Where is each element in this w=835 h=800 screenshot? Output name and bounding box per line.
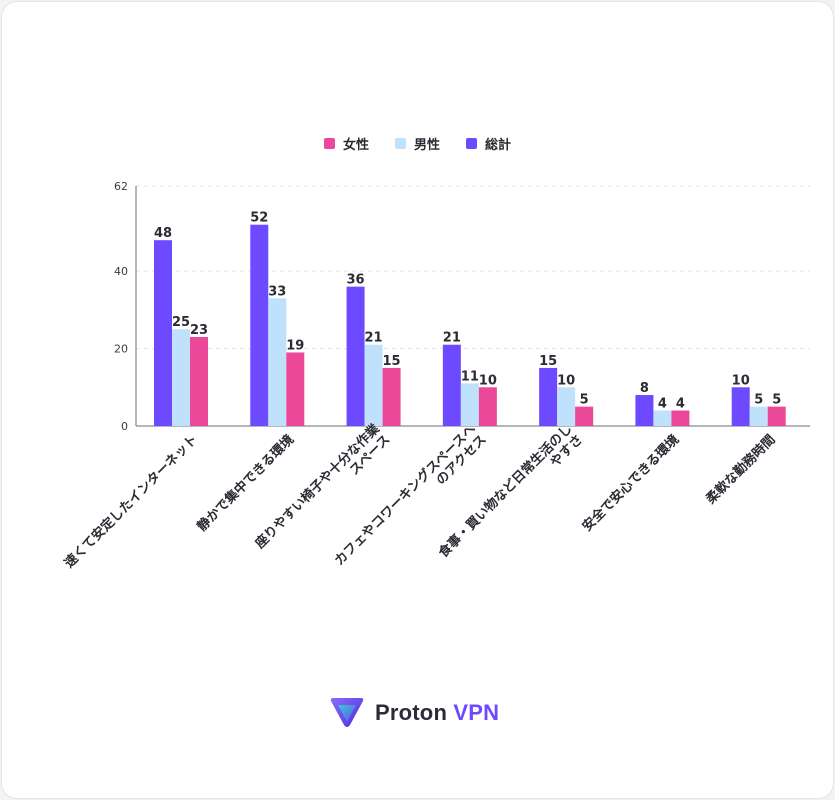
x-category-label: 速くて安定したインターネット — [61, 432, 201, 572]
brand-name: Proton VPN — [375, 700, 499, 726]
y-tick-label: 62 — [114, 180, 128, 193]
x-category-label-line: 安全で安心できる環境 — [579, 432, 682, 535]
bar-female — [575, 406, 594, 426]
y-tick-label: 20 — [114, 343, 128, 356]
bar-male — [172, 329, 190, 426]
brand-name-proton: Proton — [375, 700, 448, 725]
bar-female — [382, 367, 401, 426]
legend-item-total[interactable]: 総計 — [466, 134, 511, 153]
value-label-female: 15 — [383, 354, 401, 369]
bar-female — [190, 336, 208, 426]
bar-male — [460, 383, 479, 426]
legend: 女性 男性 総計 — [0, 134, 835, 153]
bar-male — [749, 406, 768, 426]
bar-total — [635, 395, 654, 426]
legend-item-male[interactable]: 男性 — [394, 134, 440, 153]
value-label-male: 21 — [365, 331, 383, 346]
x-category-label-line: 速くて安定したインターネット — [61, 432, 201, 572]
value-label-female: 10 — [479, 373, 497, 388]
bar-female — [767, 406, 786, 426]
value-label-female: 4 — [676, 397, 685, 412]
value-label-male: 33 — [268, 284, 286, 299]
bar-female — [478, 387, 497, 426]
bar-male — [364, 344, 383, 426]
value-label-female: 23 — [190, 323, 208, 338]
value-label-male: 4 — [658, 397, 667, 412]
y-tick-label: 0 — [121, 420, 128, 433]
value-label-male: 25 — [172, 315, 190, 330]
bar-male — [557, 387, 576, 426]
bar-total — [539, 367, 558, 426]
legend-label-male: 男性 — [413, 138, 440, 153]
bar-female — [671, 410, 690, 426]
bar-male — [653, 410, 672, 426]
legend-swatch-female — [323, 138, 335, 149]
value-label-total: 48 — [154, 226, 172, 241]
legend-label-female: 女性 — [342, 138, 369, 153]
legend-label-total: 総計 — [485, 138, 512, 153]
legend-item-female[interactable]: 女性 — [323, 134, 369, 153]
value-label-total: 52 — [250, 211, 268, 226]
value-label-female: 5 — [580, 393, 589, 408]
x-category-label: 安全で安心できる環境 — [579, 432, 682, 535]
x-category-label: 柔軟な勤務時間 — [702, 432, 778, 508]
value-label-total: 8 — [640, 381, 649, 396]
value-label-male: 5 — [754, 393, 763, 408]
value-label-total: 36 — [347, 273, 365, 288]
value-label-total: 15 — [539, 354, 557, 369]
value-label-female: 5 — [772, 393, 781, 408]
value-label-male: 10 — [557, 373, 575, 388]
value-label-female: 19 — [286, 338, 304, 353]
value-label-total: 10 — [732, 373, 750, 388]
x-category-label-line: 柔軟な勤務時間 — [702, 432, 778, 508]
value-label-total: 21 — [443, 331, 461, 346]
bar-male — [268, 298, 287, 426]
y-tick-label: 40 — [114, 265, 128, 278]
bar-chart: 0204062482523速くて安定したインターネット523319静かで集中でき… — [61, 180, 810, 572]
legend-swatch-male — [394, 138, 406, 149]
bar-total — [346, 286, 365, 426]
brand-name-vpn: VPN — [453, 700, 500, 725]
bar-total — [154, 240, 172, 426]
proton-vpn-logo-icon — [330, 698, 364, 727]
bar-total — [731, 387, 750, 426]
brand-logo: Proton VPN — [329, 697, 499, 729]
bar-female — [286, 352, 305, 426]
bar-total — [250, 224, 269, 426]
legend-swatch-total — [466, 138, 477, 149]
bar-total — [442, 344, 461, 426]
value-label-male: 11 — [461, 369, 479, 384]
